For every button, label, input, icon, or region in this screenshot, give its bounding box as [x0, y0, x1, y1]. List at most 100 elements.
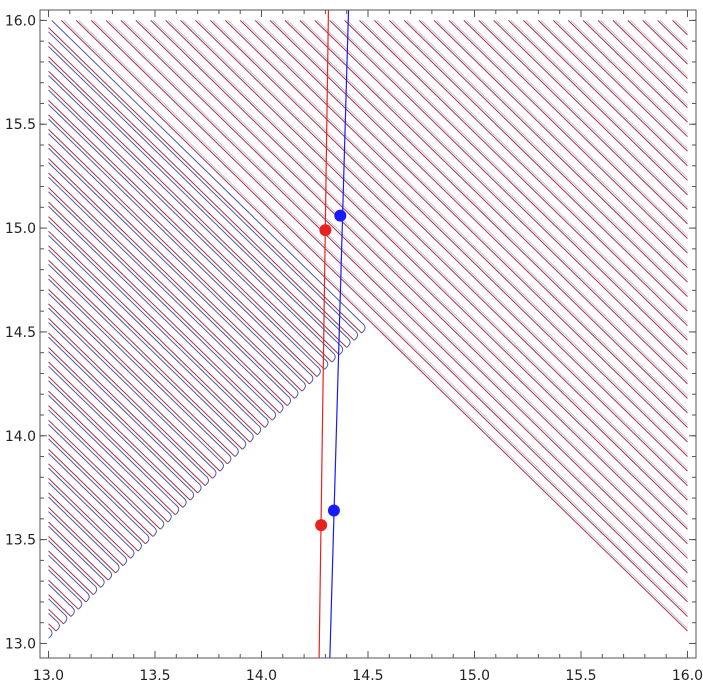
contour-fold [249, 431, 254, 443]
contour-line-blue [540, 20, 688, 164]
contour-line-red [269, 20, 688, 428]
contour-fold [361, 322, 366, 334]
contour-line-blue [272, 20, 688, 426]
contour-line-blue [48, 409, 161, 520]
contour-line-red [48, 318, 213, 479]
contour-line-blue [48, 75, 333, 353]
contour-line-red [418, 20, 688, 283]
contour-line-red [90, 20, 688, 603]
contour-line-red [48, 41, 355, 341]
contour-line-blue [48, 336, 198, 483]
contour-fold [100, 576, 105, 588]
contour-line-red [627, 20, 688, 79]
contour-line-red [75, 20, 688, 617]
contour-line-blue [317, 20, 688, 382]
x-tick-label: 13.5 [139, 668, 170, 684]
contour-fold [309, 373, 314, 385]
contour-line-red [48, 463, 139, 552]
contour-line-blue [108, 20, 688, 586]
contour-line-red [314, 20, 688, 385]
contour-fold [219, 460, 224, 472]
contour-line-red [48, 129, 310, 385]
x-tick-label: 15.0 [459, 668, 490, 684]
y-tick-label: 16.0 [5, 13, 36, 29]
contour-line-blue [48, 482, 124, 556]
contour-line-blue [510, 20, 688, 193]
contour-line-red [48, 434, 154, 537]
contour-fold [189, 489, 195, 501]
contour-line-blue [48, 205, 266, 418]
contour-line-red [120, 20, 688, 574]
contour-line-red [403, 20, 688, 297]
y-tick-label: 14.0 [5, 429, 36, 445]
contour-line-red [48, 492, 124, 566]
contour-line-blue [123, 20, 688, 571]
contour-line-blue [48, 293, 221, 462]
series-line-red [318, 10, 330, 658]
contour-fold [182, 496, 187, 508]
contour-fold [338, 343, 344, 356]
contour-line-red [344, 20, 688, 356]
contour-fold [271, 409, 277, 421]
contour-line-blue [48, 147, 295, 389]
contour-fold [160, 518, 165, 530]
contour-fold [264, 416, 269, 428]
contour-line-red [48, 259, 243, 450]
contour-line-red [180, 20, 688, 516]
contour-line-red [552, 20, 688, 152]
contour-line-blue [555, 20, 688, 149]
contour-line-red [48, 448, 146, 545]
contour-line-blue [48, 322, 206, 476]
contour-line-blue [346, 20, 688, 353]
contour-line-red [48, 288, 228, 465]
contour-line-red [48, 85, 333, 363]
contour-line-blue [585, 20, 688, 120]
marker-blue [327, 504, 340, 517]
contour-fold [331, 351, 336, 363]
contour-line-blue [525, 20, 688, 179]
contour-line-blue [48, 583, 72, 607]
marker-blue [334, 209, 347, 222]
contour-line-blue [332, 20, 688, 368]
contour-line-blue [481, 20, 688, 222]
contour-line-blue [138, 20, 688, 557]
contour-line-blue [630, 20, 688, 77]
contour-line-blue [391, 20, 688, 309]
contour-fold [294, 387, 299, 399]
contour-line-red [210, 20, 688, 486]
contour-line-blue [436, 20, 688, 266]
contour-line-blue [48, 249, 243, 440]
contour-line-red [48, 405, 169, 523]
y-tick-label: 15.0 [5, 221, 36, 237]
contour-line-red [105, 20, 688, 588]
contour-line-red [48, 536, 102, 588]
contour-fold [85, 591, 90, 603]
contour-fold [286, 394, 292, 407]
contour-fold [145, 532, 150, 545]
contour-line-blue [182, 20, 688, 513]
y-tick-label: 13.0 [5, 636, 36, 652]
contour-line-red [48, 347, 198, 494]
contour-line-blue [51, 20, 362, 323]
contour-line-blue [674, 20, 688, 33]
contour-line-red [672, 20, 688, 36]
contour-line-blue [48, 60, 340, 345]
contour-line-blue [48, 554, 87, 592]
contour-line-blue [168, 20, 688, 527]
contour-line-red [493, 20, 688, 210]
contour-line-red [135, 20, 688, 559]
contour-line-red [48, 477, 131, 559]
contour-line-red [48, 332, 206, 486]
contour-line-blue [48, 278, 228, 454]
contour-line-red [597, 20, 688, 108]
contour-fold [353, 329, 359, 341]
x-tick-label: 15.5 [565, 668, 596, 684]
contour-line-blue [48, 176, 280, 403]
contour-fold [242, 438, 247, 450]
contour-line-red [567, 20, 688, 138]
contour-line-red [48, 56, 348, 348]
contour-line-red [48, 99, 325, 370]
contour-line-red [433, 20, 688, 268]
marker-points [315, 209, 347, 532]
